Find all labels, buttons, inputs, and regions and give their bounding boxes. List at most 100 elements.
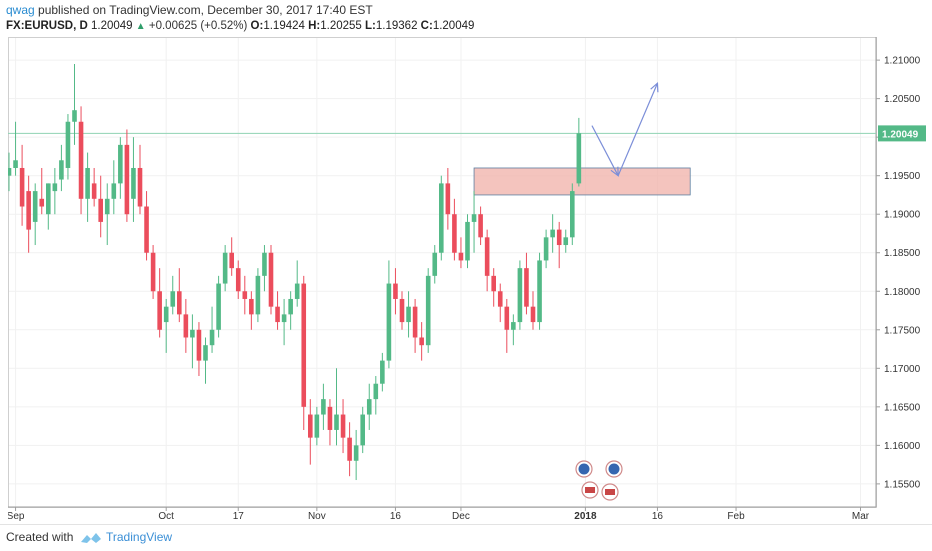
up-arrow-icon: ▲	[135, 21, 146, 32]
candle-body	[183, 314, 189, 338]
candle-body	[412, 306, 418, 338]
candle-body	[517, 268, 523, 323]
forecast-arrow-up-head	[650, 81, 659, 93]
y-tick-label: 1.16000	[884, 441, 921, 452]
symbol-label: FX:EURUSD, D	[6, 20, 88, 32]
quote-line: FX:EURUSD, D 1.20049 ▲ +0.00625 (+0.52%)…	[6, 18, 932, 35]
tradingview-logo-icon	[81, 533, 101, 543]
forecast-arrow-up-line	[617, 82, 659, 176]
tradingview-link[interactable]: TradingView	[106, 530, 173, 544]
candle-body	[281, 314, 287, 323]
last-price-badge	[878, 125, 926, 142]
y-tick-label: 1.20500	[884, 94, 921, 105]
candle-body	[366, 399, 372, 415]
candle-body	[118, 144, 123, 184]
open-value: 1.19424	[263, 20, 305, 32]
candle-body	[563, 237, 569, 246]
candle-body	[190, 329, 195, 338]
candle-body	[334, 414, 339, 430]
candle-body	[19, 167, 25, 207]
candle-body	[497, 291, 503, 307]
candle-body	[484, 237, 490, 276]
candle-body	[327, 406, 333, 430]
candle-body	[85, 167, 90, 199]
candle-body	[52, 183, 58, 192]
author-link[interactable]: qwag	[6, 3, 35, 17]
candle-body	[550, 229, 555, 238]
candlestick-chart[interactable]: 1.210001.205001.200001.195001.190001.185…	[8, 37, 928, 522]
candle-body	[150, 252, 156, 292]
forecast-arrow-down-line	[591, 125, 619, 176]
candle-body	[124, 144, 130, 215]
candle-body	[524, 268, 529, 307]
candle-body	[157, 291, 162, 330]
y-tick-label: 1.21000	[884, 56, 921, 67]
candle-body	[104, 198, 110, 215]
candle-body	[137, 167, 143, 207]
candle-body	[177, 291, 182, 315]
x-tick-label: Dec	[452, 511, 470, 522]
candle-body	[144, 206, 149, 253]
x-tick-label: Feb	[727, 511, 745, 522]
last-price: 1.20049	[90, 20, 133, 32]
candle-body	[399, 298, 405, 323]
resistance-zone	[473, 167, 691, 196]
chart-header: qwag published on TradingView.com, Decem…	[6, 3, 932, 37]
candle-body	[439, 183, 444, 253]
candle-body	[294, 283, 300, 299]
open-label: O:	[250, 20, 264, 32]
candle-body	[262, 252, 267, 276]
candle-body	[288, 298, 293, 315]
high-value: 1.20255	[320, 20, 362, 32]
candle-body	[235, 268, 241, 292]
publish-text: published on TradingView.com, December 3…	[34, 3, 373, 17]
low-label: L:	[365, 20, 376, 32]
x-tick-label: Nov	[308, 511, 326, 522]
candle-body	[216, 283, 221, 330]
x-tick-label: 16	[390, 511, 402, 522]
event-flag-us-fill	[605, 489, 615, 495]
y-tick-label: 1.18000	[884, 287, 921, 298]
candle-body	[576, 133, 582, 184]
candle-body	[268, 252, 274, 307]
x-tick-label: Sep	[8, 511, 25, 522]
candle-body	[570, 191, 575, 238]
candle-body	[406, 306, 411, 323]
candle-body	[111, 183, 117, 199]
candle-body	[353, 445, 359, 461]
chart-area[interactable]: 1.210001.205001.200001.195001.190001.185…	[8, 37, 928, 522]
y-tick-label: 1.17000	[884, 364, 921, 375]
candle-body	[478, 214, 483, 238]
candle-body	[255, 275, 261, 315]
x-tick-label: 16	[652, 511, 664, 522]
publish-info: qwag published on TradingView.com, Decem…	[6, 3, 932, 18]
x-tick-label: Oct	[158, 511, 174, 522]
last-price-label: 1.20049	[882, 129, 919, 140]
chart-background	[8, 37, 928, 522]
y-tick-label: 1.15500	[884, 479, 921, 490]
footer: Created with TradingView	[0, 524, 932, 551]
candle-body	[419, 337, 424, 346]
candle-body	[373, 383, 379, 400]
high-label: H:	[308, 20, 321, 32]
candle-body	[360, 414, 365, 446]
candle-body	[530, 306, 536, 323]
candle-body	[131, 167, 136, 199]
candle-body	[504, 306, 510, 330]
candle-body	[26, 191, 31, 230]
candle-body	[393, 283, 398, 299]
candle-body	[301, 283, 307, 407]
candle-body	[65, 121, 71, 168]
candle-body	[340, 414, 346, 438]
candle-body	[314, 414, 320, 438]
low-value: 1.19362	[375, 20, 418, 32]
candle-body	[203, 345, 208, 361]
close-label: C:	[420, 20, 433, 32]
candle-body	[242, 291, 248, 299]
candle-body	[321, 399, 326, 415]
y-tick-label: 1.18500	[884, 248, 921, 259]
candle-body	[13, 160, 18, 168]
candle-body	[91, 183, 97, 199]
x-tick-label: Mar	[852, 511, 870, 522]
candle-body	[98, 198, 103, 222]
